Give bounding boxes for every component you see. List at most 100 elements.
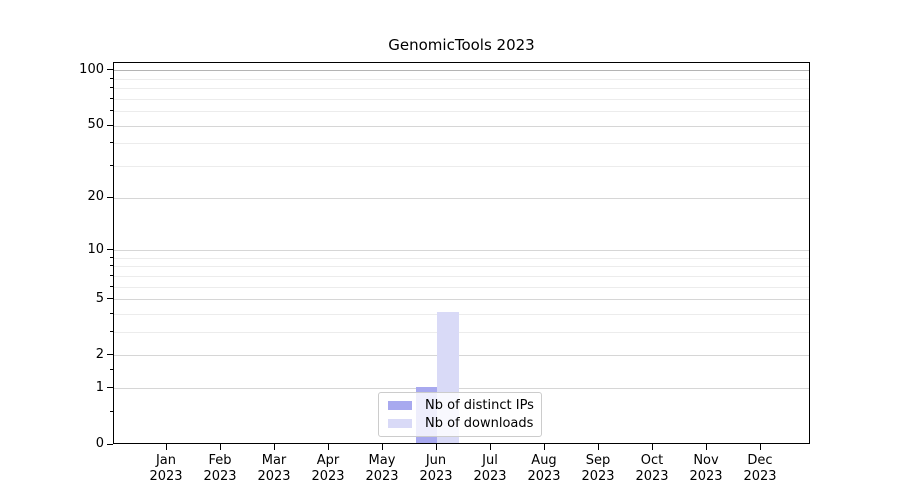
major-gridline bbox=[114, 70, 809, 72]
y-axis-tick bbox=[107, 124, 113, 126]
x-axis-label-line: Apr bbox=[316, 453, 340, 468]
x-axis-tick-label: May 2023 bbox=[350, 453, 414, 485]
x-axis-label-line: Jun bbox=[425, 453, 447, 468]
minor-gridline bbox=[114, 98, 809, 100]
y-axis-tick-label: 10 bbox=[87, 241, 104, 257]
legend-label: Nb of distinct IPs bbox=[425, 398, 534, 413]
x-axis-label-line: 2023 bbox=[473, 469, 507, 484]
x-axis-label-line: May bbox=[368, 453, 396, 468]
x-axis-label-line: Dec bbox=[747, 453, 773, 468]
x-axis-tick bbox=[489, 444, 491, 450]
x-axis-tick-label: Jun 2023 bbox=[404, 453, 468, 485]
minor-gridline bbox=[114, 332, 809, 334]
y-axis-minor-tick bbox=[109, 97, 113, 99]
x-axis-label-line: 2023 bbox=[635, 469, 669, 484]
minor-gridline bbox=[114, 286, 809, 288]
legend-row: Nb of downloads bbox=[388, 416, 534, 431]
y-axis-tick-label: 1 bbox=[95, 379, 104, 395]
x-axis-label-line: 2023 bbox=[689, 469, 723, 484]
y-axis-minor-tick bbox=[109, 265, 113, 267]
x-axis-tick bbox=[381, 444, 383, 450]
y-axis-tick-label: 0 bbox=[95, 436, 104, 451]
y-axis-tick bbox=[107, 249, 113, 250]
x-axis-label-line: 2023 bbox=[365, 469, 399, 484]
major-gridline bbox=[114, 125, 809, 127]
plot-area bbox=[113, 62, 810, 444]
x-axis-label-line: 2023 bbox=[311, 469, 345, 484]
x-axis-tick-label: Nov 2023 bbox=[674, 453, 738, 485]
x-axis-label-line: Aug bbox=[531, 453, 557, 468]
x-axis-tick bbox=[273, 444, 275, 450]
x-axis-tick-label: Jul 2023 bbox=[458, 453, 522, 485]
x-axis-tick-label: Dec 2023 bbox=[728, 453, 792, 485]
minor-gridline bbox=[114, 78, 809, 80]
x-axis-label-line: 2023 bbox=[419, 469, 453, 484]
x-axis-tick bbox=[219, 444, 221, 450]
legend: Nb of distinct IPs Nb of downloads bbox=[378, 392, 542, 437]
x-axis-tick-label: Feb 2023 bbox=[188, 453, 252, 485]
legend-swatch-icon bbox=[388, 401, 412, 410]
minor-gridline bbox=[114, 313, 809, 315]
x-axis-tick-label: Aug 2023 bbox=[512, 453, 576, 485]
x-axis-label-line: Nov bbox=[693, 453, 719, 468]
y-axis-tick bbox=[107, 387, 113, 389]
x-axis-tick bbox=[165, 444, 167, 450]
x-axis-label-line: Feb bbox=[208, 453, 232, 468]
major-gridline bbox=[114, 197, 809, 199]
x-axis-tick-label: Sep 2023 bbox=[566, 453, 630, 485]
y-axis-minor-tick bbox=[109, 110, 113, 112]
y-axis-minor-tick bbox=[109, 256, 113, 258]
y-axis-minor-tick bbox=[109, 164, 113, 166]
minor-gridline bbox=[114, 143, 809, 145]
y-axis-tick bbox=[107, 354, 113, 356]
x-axis-label-line: 2023 bbox=[203, 469, 237, 484]
major-gridline bbox=[114, 388, 809, 390]
x-axis-label-line: 2023 bbox=[257, 469, 291, 484]
major-gridline bbox=[114, 299, 809, 301]
x-axis-tick-label: Oct 2023 bbox=[620, 453, 684, 485]
y-axis-tick-label: 20 bbox=[87, 189, 104, 205]
y-axis-tick bbox=[107, 196, 113, 198]
y-axis-tick-label: 2 bbox=[95, 346, 104, 362]
minor-gridline bbox=[114, 88, 809, 90]
y-axis-tick-label: 50 bbox=[87, 117, 104, 133]
y-axis-tick-label: 100 bbox=[79, 61, 104, 77]
x-axis-tick-label: Mar 2023 bbox=[242, 453, 306, 485]
y-axis-tick-label: 5 bbox=[95, 290, 104, 306]
legend-swatch-icon bbox=[388, 419, 412, 428]
y-axis-tick bbox=[107, 443, 113, 445]
minor-gridline bbox=[114, 257, 809, 259]
x-axis-label-line: 2023 bbox=[527, 469, 561, 484]
legend-label: Nb of downloads bbox=[425, 416, 534, 431]
major-gridline bbox=[114, 355, 809, 357]
x-axis-label-line: Jan bbox=[155, 453, 177, 468]
x-axis-tick bbox=[597, 444, 599, 450]
x-axis-tick bbox=[705, 444, 707, 450]
minor-gridline bbox=[114, 165, 809, 167]
y-axis-minor-tick bbox=[109, 331, 113, 333]
chart-title: GenomicTools 2023 bbox=[388, 36, 535, 54]
minor-gridline bbox=[114, 275, 809, 277]
x-axis-tick bbox=[759, 444, 761, 450]
y-axis-minor-tick bbox=[109, 369, 113, 371]
x-axis-label-line: 2023 bbox=[149, 469, 183, 484]
x-axis-label-line: Jul bbox=[482, 453, 498, 468]
x-axis-tick-label: Apr 2023 bbox=[296, 453, 360, 485]
y-axis-minor-tick bbox=[109, 87, 113, 89]
x-axis-tick bbox=[651, 444, 653, 450]
legend-row: Nb of distinct IPs bbox=[388, 398, 534, 413]
x-axis-label-line: Sep bbox=[585, 453, 611, 468]
y-axis-minor-tick bbox=[109, 274, 113, 276]
x-axis-tick bbox=[327, 444, 329, 450]
minor-gridline bbox=[114, 266, 809, 268]
x-axis-tick-label: Jan 2023 bbox=[134, 453, 198, 485]
major-gridline bbox=[114, 250, 809, 251]
minor-gridline bbox=[114, 111, 809, 113]
y-axis-minor-tick bbox=[109, 410, 113, 412]
y-axis-tick bbox=[107, 298, 113, 300]
x-axis-tick bbox=[435, 444, 437, 450]
y-axis-minor-tick bbox=[109, 77, 113, 79]
x-axis-label-line: 2023 bbox=[581, 469, 615, 484]
x-axis-label-line: Mar bbox=[261, 453, 287, 468]
